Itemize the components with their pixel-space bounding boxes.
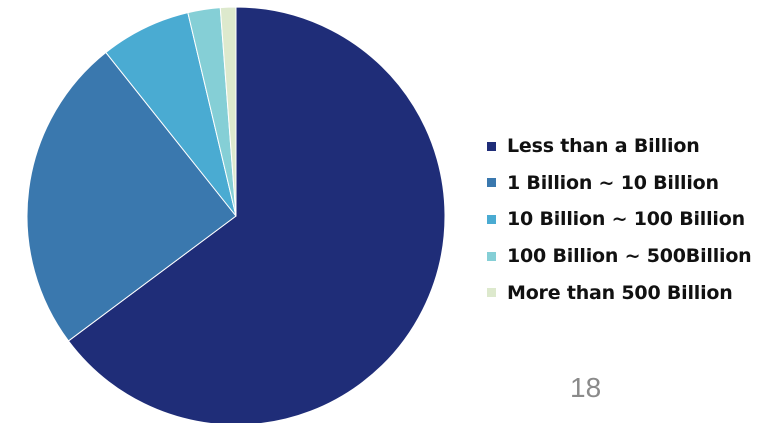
- pie-slice-5: [219, 6, 237, 217]
- legend-item-1: Less than a Billion: [487, 128, 752, 165]
- legend-swatch: [487, 214, 496, 224]
- legend-label: More than 500 Billion: [507, 281, 733, 304]
- legend-label: 10 Billion ~ 100 Billion: [507, 208, 745, 231]
- legend-swatch: [487, 178, 496, 188]
- legend-item-5: More than 500 Billion: [487, 274, 752, 311]
- legend-item-2: 1 Billion ~ 10 Billion: [487, 165, 752, 202]
- legend-label: 100 Billion ~ 500Billion: [507, 245, 752, 268]
- chart-legend: Less than a Billion 1 Billion ~ 10 Billio…: [487, 128, 752, 311]
- pie-slice-2: [26, 51, 237, 342]
- pie-chart: [26, 6, 446, 423]
- legend-item-4: 100 Billion ~ 500Billion: [487, 238, 752, 275]
- legend-swatch: [487, 251, 496, 261]
- page-number: 18: [570, 372, 602, 403]
- legend-swatch: [487, 141, 496, 151]
- legend-swatch: [487, 288, 496, 298]
- pie-slice-1: [67, 6, 446, 423]
- legend-label: 1 Billion ~ 10 Billion: [507, 171, 719, 194]
- legend-label: Less than a Billion: [507, 135, 700, 158]
- legend-item-3: 10 Billion ~ 100 Billion: [487, 201, 752, 238]
